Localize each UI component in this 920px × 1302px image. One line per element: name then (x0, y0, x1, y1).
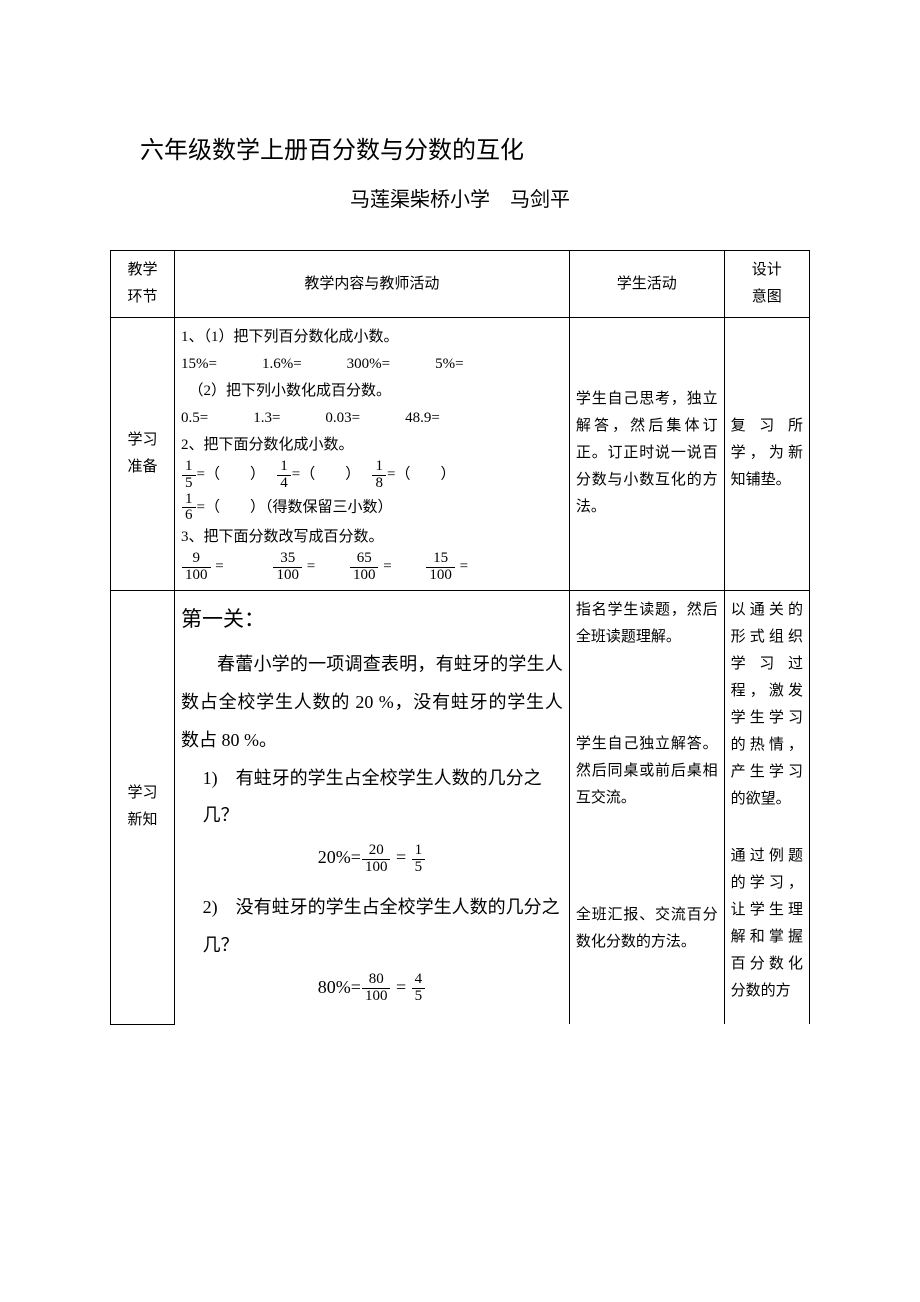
stage-prep: 学习 准备 (111, 318, 175, 591)
frac-n: 15 (426, 551, 455, 567)
q1-line: 15%= 1.6%= 300%= 5%= (181, 351, 563, 378)
lesson-table: 教学 环节 教学内容与教师活动 学生活动 设计 意图 学习 准备 1、（1）把下… (110, 250, 810, 1025)
blank3: =（ ） (387, 467, 455, 483)
para-main: 春蕾小学的一项调查表明，有蛀牙的学生人数占全校学生人数的 20 %，没有蛀牙的学… (181, 646, 563, 759)
q1-text: 有蛀牙的学生占全校学生人数的几分之几？ (203, 768, 542, 826)
hdr-col4: 设计 意图 (724, 251, 809, 318)
blank2: =（ ） (292, 467, 353, 483)
eq1-f2: 15 (412, 843, 426, 876)
q1b-intro: （2）把下列小数化成百分数。 (181, 378, 563, 405)
frac-d: 8 (372, 475, 386, 492)
frac-35-100: 35100 (273, 551, 302, 584)
hdr-col1: 教学 环节 (111, 251, 175, 318)
frac-d: 5 (412, 988, 426, 1005)
frac-15-100: 15100 (426, 551, 455, 584)
table-row-new: 学习 新知 第一关： 春蕾小学的一项调查表明，有蛀牙的学生人数占全校学生人数的 … (111, 590, 810, 1024)
eq2-f1: 80100 (362, 972, 391, 1005)
hdr-col3: 学生活动 (569, 251, 724, 318)
frac-n: 1 (277, 459, 291, 475)
q3-intro: 3、把下面分数改写成百分数。 (181, 524, 563, 551)
q1b-line: 0.5= 1.3= 0.03= 48.9= (181, 405, 563, 432)
stage-new-text: 学习 新知 (128, 785, 158, 828)
frac-d: 5 (412, 859, 426, 876)
frac-n: 80 (362, 972, 391, 988)
hdr-col2: 教学内容与教师活动 (175, 251, 570, 318)
intent-new-p2: 通过例题的学习，让学生理解和掌握百分数化分数的方 (731, 843, 803, 1005)
q2-wrap: 2) 没有蛀牙的学生占全校学生人数的几分之几？ (181, 889, 563, 965)
frac-65-100: 65100 (350, 551, 379, 584)
hdr-col4-text: 设计 意图 (752, 262, 782, 305)
frac-n: 1 (182, 459, 196, 475)
student-new: 指名学生读题，然后全班读题理解。 学生自己独立解答。然后同桌或前后桌相互交流。 … (569, 590, 724, 1024)
frac-n: 1 (372, 459, 386, 475)
frac-n: 65 (350, 551, 379, 567)
q1-intro: 1、（1）把下列百分数化成小数。 (181, 324, 563, 351)
blank1: =（ ） (197, 467, 258, 483)
q2-frac6: 16=（ ）（得数保留三小数） (181, 492, 563, 525)
hdr-col1-text: 教学 环节 (128, 262, 158, 305)
student-new-p1: 指名学生读题，然后全班读题理解。 (576, 597, 718, 651)
frac-d: 4 (277, 475, 291, 492)
frac-n: 20 (362, 843, 391, 859)
q3-fracs: 9100 = 35100 = 65100 = 15100 = (181, 551, 563, 584)
frac-n: 9 (182, 551, 211, 567)
intent-prep: 复习所学，为新知铺垫。 (724, 318, 809, 591)
frac-d: 5 (182, 475, 196, 492)
stage-heading: 第一关： (181, 601, 563, 639)
doc-subtitle: 马莲渠柴桥小学 马剑平 (110, 183, 810, 212)
frac-d: 100 (182, 567, 211, 584)
frac-d: 6 (182, 507, 196, 524)
frac-1-6: 16 (182, 492, 196, 525)
intent-new: 以通关的形式组织学习过程，激发学生学习的热情，产生学习的欲望。 通过例题的学习，… (724, 590, 809, 1024)
frac-n: 4 (412, 972, 426, 988)
frac-n: 1 (182, 492, 196, 508)
student-new-p3: 全班汇报、交流百分数化分数的方法。 (576, 902, 718, 956)
content-prep: 1、（1）把下列百分数化成小数。 15%= 1.6%= 300%= 5%= （2… (175, 318, 570, 591)
student-prep: 学生自己思考，独立解答，然后集体订正。订正时说一说百分数与小数互化的方法。 (569, 318, 724, 591)
eq2: 80%=80100 = 45 (181, 969, 563, 1007)
page-root: 六年级数学上册百分数与分数的互化 马莲渠柴桥小学 马剑平 教学 环节 教学内容与… (0, 0, 920, 1035)
eq1-mid: = (391, 847, 410, 867)
frac-9-100: 9100 (182, 551, 211, 584)
frac-n: 35 (273, 551, 302, 567)
eq2-f2: 45 (412, 972, 426, 1005)
frac-d: 100 (362, 988, 391, 1005)
frac-1-5: 15 (182, 459, 196, 492)
eq2-lhs: 80%= (318, 977, 361, 997)
doc-title: 六年级数学上册百分数与分数的互化 (110, 130, 810, 165)
eq2-mid: = (391, 977, 410, 997)
frac-1-4: 14 (277, 459, 291, 492)
eq1-f1: 20100 (362, 843, 391, 876)
stage-prep-text: 学习 准备 (128, 432, 158, 475)
q2-tail: （得数保留三小数） (265, 499, 393, 515)
student-new-p2: 学生自己独立解答。然后同桌或前后桌相互交流。 (576, 731, 718, 812)
q1-wrap: 1) 有蛀牙的学生占全校学生人数的几分之几？ (181, 760, 563, 836)
eq1: 20%=20100 = 15 (181, 839, 563, 877)
frac-1-8: 18 (372, 459, 386, 492)
blank4: =（ ） (197, 499, 265, 515)
q2-intro: 2、把下面分数化成小数。 (181, 432, 563, 459)
table-row-prep: 学习 准备 1、（1）把下列百分数化成小数。 15%= 1.6%= 300%= … (111, 318, 810, 591)
content-new: 第一关： 春蕾小学的一项调查表明，有蛀牙的学生人数占全校学生人数的 20 %，没… (175, 590, 570, 1024)
stage-new: 学习 新知 (111, 590, 175, 1024)
q2-fracs: 15=（ ） 14=（ ） 18=（ ） (181, 459, 563, 492)
eq1-lhs: 20%= (318, 847, 361, 867)
table-header-row: 教学 环节 教学内容与教师活动 学生活动 设计 意图 (111, 251, 810, 318)
frac-d: 100 (426, 567, 455, 584)
frac-d: 100 (273, 567, 302, 584)
frac-d: 100 (362, 859, 391, 876)
intent-new-p1: 以通关的形式组织学习过程，激发学生学习的热情，产生学习的欲望。 (731, 597, 803, 813)
frac-n: 1 (412, 843, 426, 859)
q2-text: 没有蛀牙的学生占全校学生人数的几分之几？ (203, 897, 560, 955)
frac-d: 100 (350, 567, 379, 584)
